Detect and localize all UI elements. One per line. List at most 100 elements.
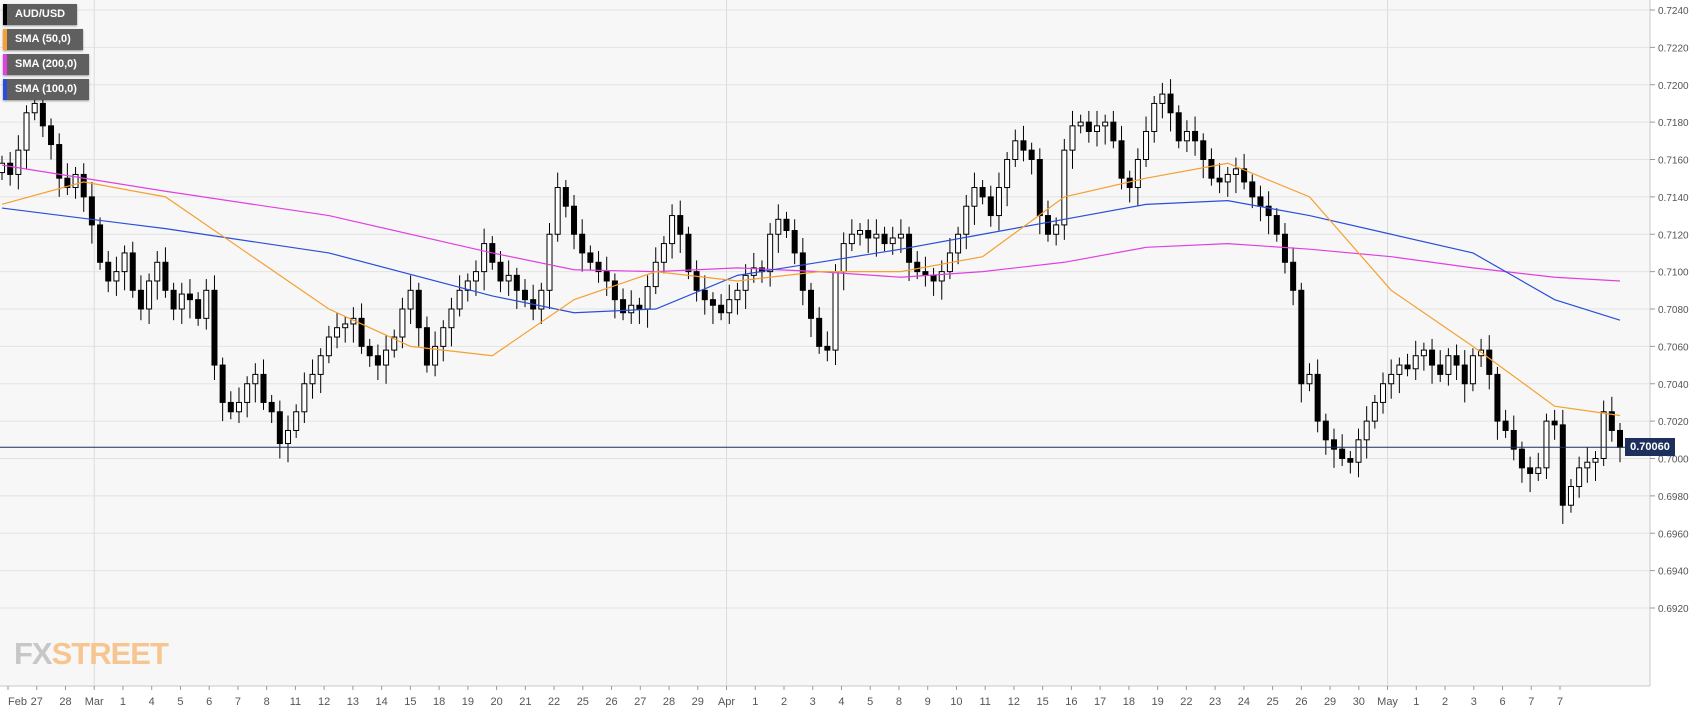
time-axis-labels: Feb 27 28 Mar 1 4 5 6 7 8 11 12 13 14 15 18 19 20 21 22 25 26… <box>7 686 1563 708</box>
candle-down <box>922 271 929 276</box>
x-tick-label: 24 <box>1238 696 1250 708</box>
candle-up <box>235 401 242 413</box>
candle-down <box>513 274 520 291</box>
x-tick-label: 20 <box>490 696 502 708</box>
legend-item-sma200[interactable]: SMA (200,0) <box>3 54 89 75</box>
legend-label-sma50: SMA (50,0) <box>15 33 71 45</box>
candle-down <box>1314 373 1321 422</box>
legend-item-audusd[interactable]: AUD/USD <box>3 4 78 25</box>
candle-up <box>1069 125 1076 151</box>
x-tick-label: 29 <box>692 696 704 708</box>
x-tick-label: 12 <box>1008 696 1020 708</box>
x-tick-label: 23 <box>1209 696 1221 708</box>
candle-up <box>1224 173 1231 183</box>
candle-up <box>628 304 635 314</box>
x-tick-label: 28 <box>59 696 71 708</box>
candle-up <box>407 289 414 310</box>
x-tick-label: 3 <box>1471 696 1477 708</box>
x-tick-label: 17 <box>1094 696 1106 708</box>
candle-up <box>154 261 161 282</box>
candle-down <box>791 230 798 254</box>
candle-down <box>979 187 986 198</box>
candle-down <box>211 289 218 366</box>
x-tick-label: Apr <box>718 696 735 708</box>
candle-up <box>1134 159 1141 189</box>
candle-down <box>1118 140 1125 179</box>
candle-up <box>1371 401 1378 422</box>
candle-down <box>1241 168 1248 183</box>
x-tick-label: 5 <box>177 696 183 708</box>
candle-up <box>31 102 38 114</box>
candle-down <box>374 355 381 366</box>
x-tick-label: 21 <box>519 696 531 708</box>
candle-up <box>873 233 880 239</box>
candle-down <box>1437 364 1444 375</box>
candle-up <box>146 280 153 310</box>
candle-up <box>742 274 749 291</box>
horizontal-gridlines <box>0 9 1650 609</box>
candle-up <box>505 274 512 282</box>
candle-down <box>1339 448 1346 459</box>
candle-up <box>750 267 757 276</box>
candle-up <box>1143 130 1150 160</box>
x-tick-label: 22 <box>548 696 560 708</box>
candle-up <box>995 187 1002 217</box>
candle-up <box>1061 149 1068 226</box>
candle-up <box>481 243 488 273</box>
sma-100-line <box>1 200 1621 321</box>
x-tick-label: 26 <box>605 696 617 708</box>
x-tick-label: 27 <box>634 696 646 708</box>
candle-down <box>693 271 700 291</box>
x-tick-label: 14 <box>376 696 388 708</box>
candle-down <box>1265 205 1272 217</box>
candle-down <box>1110 121 1117 142</box>
x-tick-label: 1 <box>752 696 758 708</box>
y-tick-label: 0.7240 <box>1658 6 1689 17</box>
x-tick-label: 18 <box>433 696 445 708</box>
candle-up <box>669 215 676 245</box>
candle-down <box>914 261 921 273</box>
candle-down <box>415 289 422 329</box>
candle-down <box>620 299 627 314</box>
price-axis-labels: 0.7240 0.7220 0.7200 0.7180 0.7160 0.7140 0.71… <box>1650 6 1689 615</box>
y-tick-label: 0.6940 <box>1658 567 1689 578</box>
x-tick-label: 29 <box>1324 696 1336 708</box>
y-tick-label: 0.7160 <box>1658 156 1689 167</box>
candle-down <box>260 373 267 403</box>
y-tick-label: 0.7000 <box>1658 455 1689 466</box>
legend-item-sma100[interactable]: SMA (100,0) <box>3 79 89 100</box>
candle-up <box>1363 420 1370 441</box>
candle-up <box>342 323 349 329</box>
candle-up <box>644 286 651 310</box>
candle-up <box>15 149 22 175</box>
candle-up <box>1077 121 1084 127</box>
candle-up <box>285 429 292 445</box>
candle-up <box>456 289 463 310</box>
candle-down <box>1330 439 1337 450</box>
y-tick-label: 0.7220 <box>1658 43 1689 54</box>
candle-up <box>399 308 406 338</box>
candle-up <box>1396 364 1403 375</box>
candlestick-series <box>0 79 1623 524</box>
candle-down <box>595 261 602 273</box>
candle-up <box>1053 224 1060 235</box>
candle-down <box>783 218 790 232</box>
candle-up <box>464 280 471 291</box>
candle-down <box>1551 420 1558 426</box>
y-tick-label: 0.7180 <box>1658 118 1689 129</box>
candle-up <box>0 162 5 174</box>
candle-down <box>162 261 169 291</box>
candle-down <box>1527 467 1534 474</box>
x-tick-label: 25 <box>1266 696 1278 708</box>
candle-down <box>227 401 234 413</box>
candle-up <box>767 233 774 273</box>
x-tick-label: 12 <box>318 696 330 708</box>
legend-item-sma50[interactable]: SMA (50,0) <box>3 29 83 50</box>
x-tick-label: 3 <box>810 696 816 708</box>
candle-down <box>1404 364 1411 370</box>
candle-down <box>611 280 618 301</box>
candle-down <box>1200 140 1207 160</box>
candle-down <box>1486 349 1493 375</box>
candle-up <box>1388 373 1395 385</box>
candle-down <box>80 173 87 198</box>
